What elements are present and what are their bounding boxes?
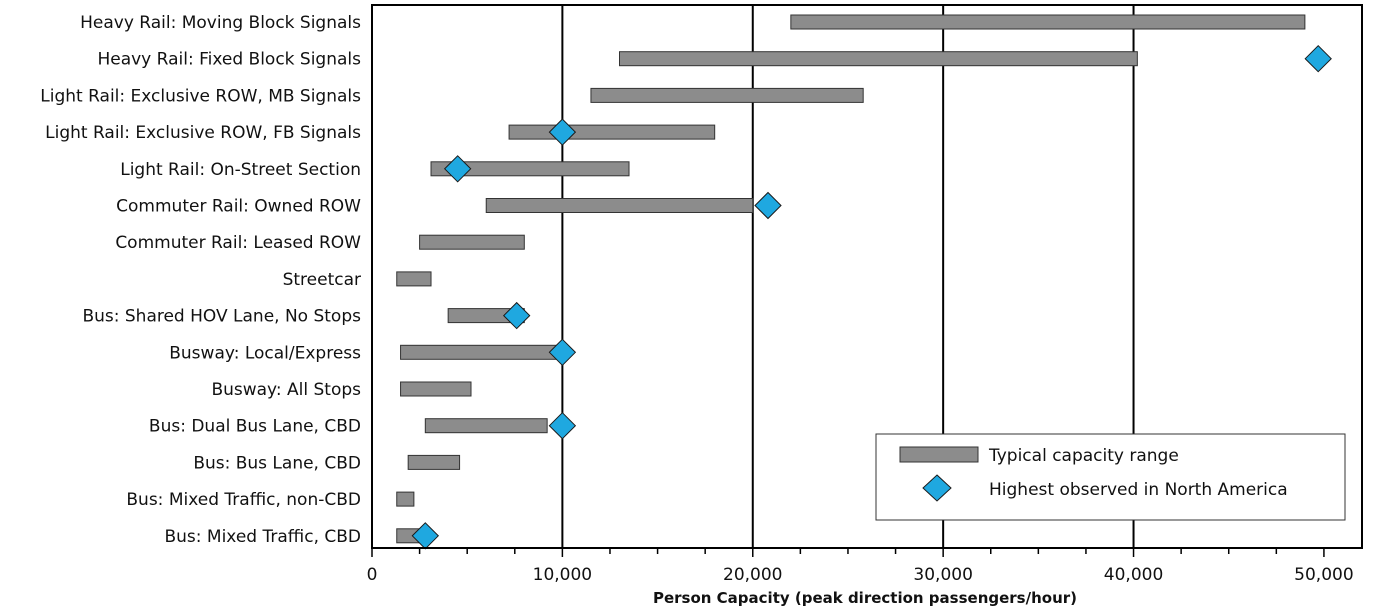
range-bar [396,271,432,287]
legend-observed-marker [922,474,952,502]
legend-range-swatch [899,446,979,463]
observed-marker [1304,44,1332,73]
legend: Typical capacity range Highest observed … [875,433,1346,521]
range-bar [407,454,461,470]
range-bar [790,14,1306,30]
category-label: Heavy Rail: Fixed Block Signals [97,50,361,70]
observed-marker [548,338,577,367]
observed-marker [548,411,577,440]
x-tick-labels: 0 10,000 20,000 30,000 40,000 50,000 [367,565,1354,585]
category-label: Bus: Mixed Traffic, non-CBD [126,490,361,510]
category-label: Busway: All Stops [211,380,361,400]
observed-marker [411,522,440,550]
range-bar [400,381,472,397]
range-bar [424,418,548,434]
x-tick-label: 0 [367,565,378,585]
x-axis-title: Person Capacity (peak direction passenge… [653,589,1077,607]
category-label: Streetcar [283,270,361,290]
category-label: Bus: Shared HOV Lane, No Stops [82,307,361,327]
category-label: Bus: Dual Bus Lane, CBD [149,417,361,437]
category-label: Commuter Rail: Leased ROW [115,233,361,253]
category-label: Light Rail: Exclusive ROW, FB Signals [45,123,361,143]
x-tick-label: 50,000 [1294,565,1353,585]
category-labels: Heavy Rail: Moving Block Signals Heavy Ra… [40,13,361,547]
observed-marker [754,191,782,220]
axes [371,4,1363,557]
legend-observed-label: Highest observed in North America [989,480,1288,500]
range-bar [508,124,716,140]
category-label: Commuter Rail: Owned ROW [116,197,361,217]
range-bar [396,491,415,507]
x-tick-label: 10,000 [533,565,592,585]
category-label: Light Rail: On-Street Section [120,160,361,180]
plot-frame [371,4,1363,549]
x-tick-label: 20,000 [723,565,782,585]
category-label: Light Rail: Exclusive ROW, MB Signals [40,86,361,106]
observed-marker [502,301,531,330]
range-bar [590,87,864,103]
legend-range-label: Typical capacity range [988,446,1179,466]
category-label: Heavy Rail: Moving Block Signals [80,13,361,33]
range-bar [430,161,630,177]
observed-markers [411,44,1332,550]
range-bar [485,198,754,213]
category-label: Busway: Local/Express [169,343,361,363]
range-bar [619,51,1138,67]
category-label: Bus: Bus Lane, CBD [193,453,361,473]
observed-marker [443,155,472,183]
range-bar [419,234,525,250]
category-label: Bus: Mixed Traffic, CBD [164,527,361,547]
x-tick-label: 30,000 [913,565,972,585]
observed-marker [548,118,577,146]
range-bar [400,344,563,360]
x-tick-label: 40,000 [1104,565,1163,585]
